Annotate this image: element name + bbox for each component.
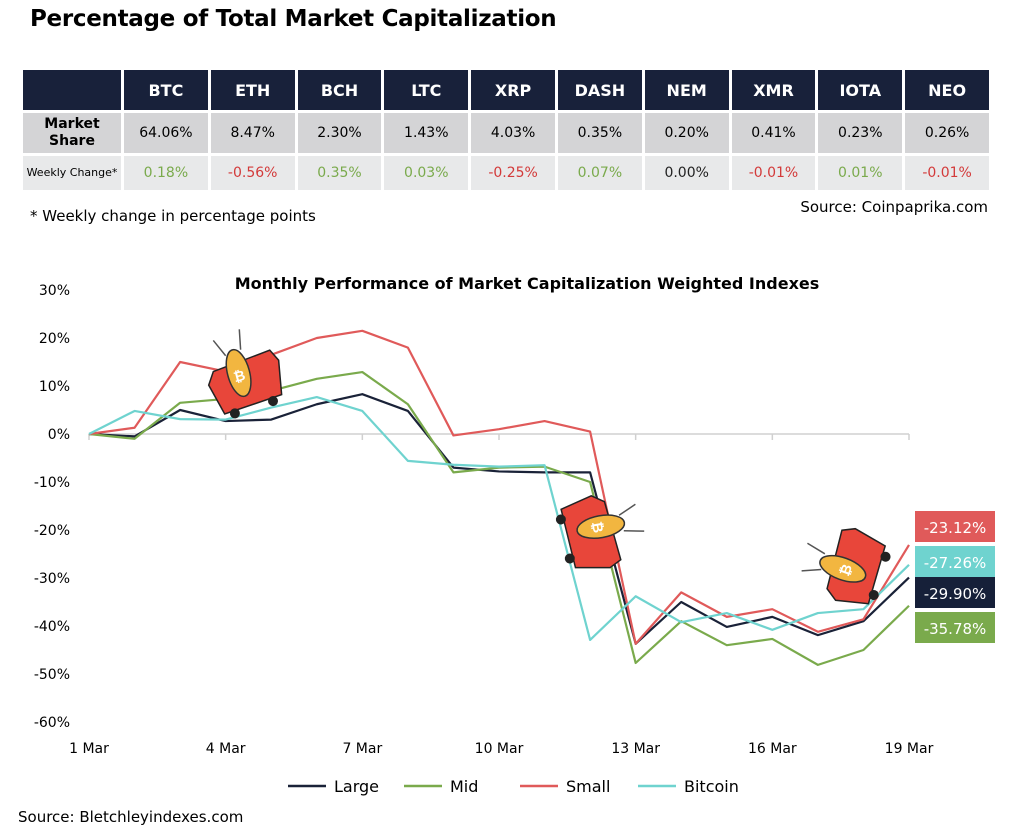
- end-label-box: [915, 546, 995, 577]
- table-cell: 0.18%: [124, 156, 208, 190]
- end-label: -35.78%: [924, 620, 987, 638]
- table-cell: -0.01%: [731, 156, 816, 190]
- column-header: LTC: [384, 70, 469, 110]
- table-cell: 0.41%: [731, 113, 816, 153]
- column-header: NEO: [905, 70, 989, 110]
- cart-wheel: [268, 396, 279, 407]
- footnote: * Weekly change in percentage points: [30, 207, 316, 225]
- x-tick-label: 1 Mar: [69, 741, 109, 757]
- cart-wheel: [880, 551, 891, 562]
- legend-label: Small: [566, 777, 610, 796]
- page-title: Percentage of Total Market Capitalizatio…: [30, 6, 557, 32]
- cart-wheel: [868, 590, 879, 601]
- x-tick-label: 4 Mar: [206, 741, 246, 757]
- table-cell: 1.43%: [384, 113, 469, 153]
- row-label: Weekly Change*: [23, 156, 121, 190]
- cart-wheel: [555, 514, 566, 525]
- y-tick-label: 0%: [48, 427, 70, 443]
- x-tick-label: 19 Mar: [885, 741, 934, 757]
- table-cell: 2.30%: [297, 113, 382, 153]
- coin-rollercoaster-illustration: ₿: [207, 329, 283, 419]
- table-cell: 0.23%: [818, 113, 903, 153]
- y-tick-label: -10%: [34, 475, 70, 491]
- y-tick-label: 10%: [39, 379, 70, 395]
- legend-label: Large: [334, 777, 379, 796]
- table-cell: 0.07%: [557, 156, 642, 190]
- end-label: -23.12%: [924, 519, 987, 537]
- end-label: -29.90%: [924, 585, 987, 603]
- bitcoin-symbol: ₿: [232, 368, 247, 386]
- cart-wheel: [564, 553, 575, 564]
- market-cap-table: BTC ETH BCH LTC XRP DASH NEM XMR IOTA NEO Market …: [20, 67, 992, 193]
- y-tick-label: -60%: [34, 715, 70, 731]
- coin-character: [225, 348, 252, 398]
- table-row: Weekly Change* 0.18% -0.56% 0.35% 0.03% -0.25…: [23, 156, 989, 190]
- table-cell: -0.01%: [905, 156, 989, 190]
- series-line-large: [88, 393, 910, 645]
- header-empty: [23, 70, 121, 110]
- coin-rollercoaster-illustration: ₿: [801, 527, 891, 605]
- y-tick-label: -20%: [34, 523, 70, 539]
- coin-character: [819, 554, 867, 583]
- column-header: XRP: [471, 70, 555, 110]
- table-source: Source: Coinpaprika.com: [800, 198, 988, 216]
- chart-source: Source: Bletchleyindexes.com: [18, 808, 244, 826]
- end-label-box: [915, 511, 995, 542]
- coin-character: [576, 514, 626, 540]
- table-cell: -0.25%: [471, 156, 555, 190]
- table-row: Market Share 64.06% 8.47% 2.30% 1.43% 4.03% 0.…: [23, 113, 989, 153]
- x-tick-label: 16 Mar: [748, 741, 797, 757]
- coin-arms: [618, 503, 645, 532]
- y-tick-label: 20%: [39, 331, 70, 347]
- table-cell: 0.00%: [644, 156, 729, 190]
- table-cell: -0.56%: [210, 156, 295, 190]
- row-label: Market Share: [23, 113, 121, 153]
- column-header: BCH: [297, 70, 382, 110]
- table-cell: 0.01%: [818, 156, 903, 190]
- bitcoin-symbol: ₿: [837, 562, 856, 578]
- series-line-mid: [88, 370, 910, 666]
- column-header: DASH: [557, 70, 642, 110]
- coin-rollercoaster-illustration: ₿: [555, 495, 645, 569]
- x-tick-label: 7 Mar: [342, 741, 382, 757]
- column-header: IOTA: [818, 70, 903, 110]
- table-cell: 0.20%: [644, 113, 729, 153]
- table-cell: 64.06%: [124, 113, 208, 153]
- table-header-row: BTC ETH BCH LTC XRP DASH NEM XMR IOTA NEO: [23, 70, 989, 110]
- table-cell: 0.03%: [384, 156, 469, 190]
- column-header: BTC: [124, 70, 208, 110]
- chart-title: Monthly Performance of Market Capitaliza…: [235, 274, 820, 293]
- bitcoin-symbol: ₿: [588, 520, 606, 534]
- table-cell: 4.03%: [471, 113, 555, 153]
- cart-wheel: [229, 408, 240, 419]
- legend-label: Mid: [450, 777, 478, 796]
- legend-label: Bitcoin: [684, 777, 739, 796]
- x-tick-label: 10 Mar: [475, 741, 524, 757]
- column-header: NEM: [644, 70, 729, 110]
- y-tick-label: 30%: [39, 283, 70, 299]
- coin-arms: [801, 542, 826, 572]
- table-cell: 0.35%: [557, 113, 642, 153]
- coin-arms: [212, 329, 242, 357]
- y-tick-label: -50%: [34, 667, 70, 683]
- end-label: -27.26%: [924, 554, 987, 572]
- column-header: XMR: [731, 70, 816, 110]
- y-tick-label: -40%: [34, 619, 70, 635]
- table-cell: 8.47%: [210, 113, 295, 153]
- x-tick-label: 13 Mar: [611, 741, 660, 757]
- column-header: ETH: [210, 70, 295, 110]
- end-label-box: [915, 577, 995, 608]
- y-tick-label: -30%: [34, 571, 70, 587]
- table-cell: 0.35%: [297, 156, 382, 190]
- end-label-box: [915, 612, 995, 643]
- table-cell: 0.26%: [905, 113, 989, 153]
